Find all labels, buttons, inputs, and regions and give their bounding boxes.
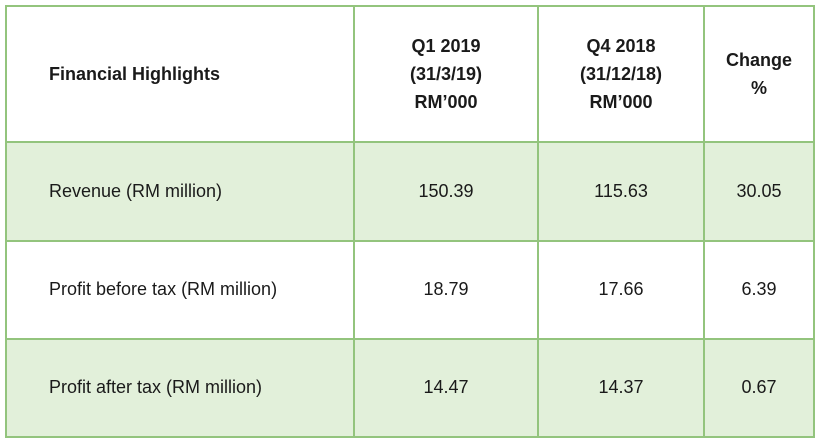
header-label: Financial Highlights bbox=[49, 64, 221, 85]
header-unit: RM’000 bbox=[589, 92, 653, 113]
table-row-profit-after-tax: Profit after tax (RM million) 14.47 14.3… bbox=[5, 337, 815, 439]
row-label: Profit before tax (RM million) bbox=[5, 239, 355, 340]
row-label: Profit after tax (RM million) bbox=[5, 337, 355, 439]
header-period: Q4 2018 bbox=[586, 36, 656, 57]
header-date: (31/12/18) bbox=[579, 64, 663, 85]
cell-change: 0.67 bbox=[703, 337, 815, 439]
header-unit: RM’000 bbox=[414, 92, 478, 113]
header-change-percent: Change % bbox=[703, 4, 815, 144]
header-period: Q1 2019 bbox=[411, 36, 481, 57]
cell-change: 6.39 bbox=[703, 239, 815, 340]
cell-q1-2019: 18.79 bbox=[353, 239, 539, 340]
cell-q4-2018: 115.63 bbox=[537, 141, 705, 242]
header-q4-2018: Q4 2018 (31/12/18) RM’000 bbox=[537, 4, 705, 144]
financial-highlights-table: Financial Highlights Q1 2019 (31/3/19) R… bbox=[5, 4, 815, 439]
table-header-row: Financial Highlights Q1 2019 (31/3/19) R… bbox=[5, 4, 815, 144]
cell-q4-2018: 14.37 bbox=[537, 337, 705, 439]
header-q1-2019: Q1 2019 (31/3/19) RM’000 bbox=[353, 4, 539, 144]
cell-q1-2019: 14.47 bbox=[353, 337, 539, 439]
cell-change: 30.05 bbox=[703, 141, 815, 242]
table-row-revenue: Revenue (RM million) 150.39 115.63 30.05 bbox=[5, 141, 815, 242]
cell-q1-2019: 150.39 bbox=[353, 141, 539, 242]
cell-q4-2018: 17.66 bbox=[537, 239, 705, 340]
row-label: Revenue (RM million) bbox=[5, 141, 355, 242]
financial-highlights-table-container: Financial Highlights Q1 2019 (31/3/19) R… bbox=[5, 4, 815, 439]
header-change: Change bbox=[725, 50, 792, 71]
header-percent-sign: % bbox=[750, 78, 767, 99]
header-financial-highlights: Financial Highlights bbox=[5, 4, 355, 144]
table-row-profit-before-tax: Profit before tax (RM million) 18.79 17.… bbox=[5, 239, 815, 340]
header-date: (31/3/19) bbox=[409, 64, 483, 85]
